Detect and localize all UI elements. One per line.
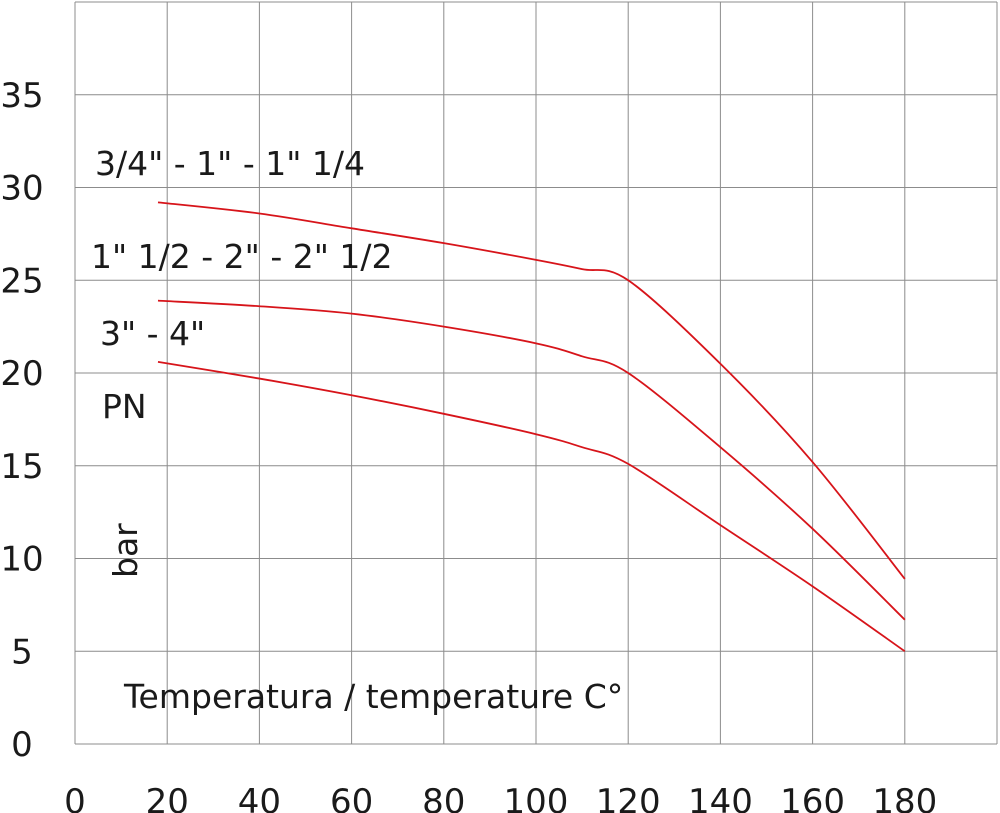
series-label-1: 3/4" - 1" - 1" 1/4 <box>95 144 365 183</box>
x-tick-label: 120 <box>596 782 661 813</box>
y-tick-label: 0 <box>11 725 33 765</box>
x-tick-label: 40 <box>238 782 281 813</box>
series-label-3: 3" - 4" <box>100 314 205 353</box>
y-tick-label: 30 <box>0 169 43 209</box>
series-line-1 <box>157 201 906 580</box>
y-tick-label: 10 <box>0 540 43 580</box>
y-tick-label: 20 <box>0 354 43 394</box>
x-tick-label: 0 <box>64 782 86 813</box>
x-tick-labels: 0 20 40 60 80 100 120 140 160 180 <box>64 782 937 813</box>
series-line-3 <box>157 360 906 652</box>
x-axis-label: Temperatura / temperature C° <box>123 677 623 716</box>
y-tick-label: 25 <box>0 261 43 301</box>
x-tick-label: 80 <box>422 782 465 813</box>
x-tick-label: 100 <box>504 782 569 813</box>
x-tick-label: 20 <box>146 782 189 813</box>
x-tick-label: 180 <box>872 782 937 813</box>
y-tick-labels: 0 5 10 15 20 25 30 35 <box>0 76 43 765</box>
x-tick-label: 140 <box>688 782 753 813</box>
series-line-2 <box>157 299 906 621</box>
y-axis-label: PN <box>102 387 147 426</box>
y-axis-unit: bar <box>106 523 145 578</box>
y-tick-label: 35 <box>0 76 43 116</box>
grid <box>74 1 998 745</box>
y-tick-label: 5 <box>11 632 33 672</box>
x-tick-label: 60 <box>330 782 373 813</box>
x-tick-label: 160 <box>780 782 845 813</box>
series-label-2: 1" 1/2 - 2" - 2" 1/2 <box>91 237 393 276</box>
y-tick-label: 15 <box>0 447 43 487</box>
series-lines <box>157 201 906 652</box>
